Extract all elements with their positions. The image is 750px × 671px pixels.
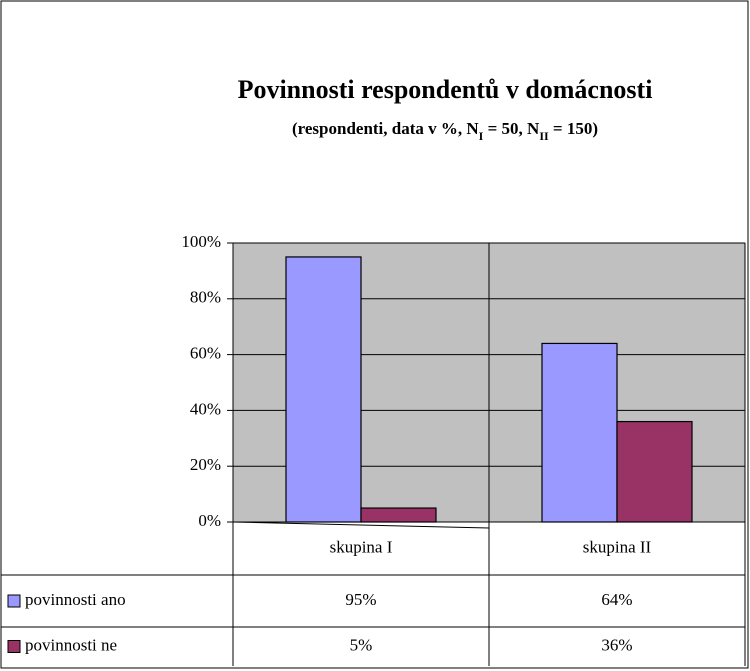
legend-swatch [7, 594, 21, 608]
subtitle-part: II [539, 129, 549, 143]
bar [285, 256, 362, 523]
y-tick-label: 20% [190, 455, 221, 474]
table-value: 5% [350, 635, 373, 654]
y-tick-label: 40% [190, 399, 221, 418]
legend-swatch [7, 640, 21, 653]
table-value: 64% [601, 590, 632, 609]
table-value: 36% [601, 635, 632, 654]
subtitle-part: = 150) [549, 119, 598, 138]
table-line [232, 521, 490, 529]
bar [541, 342, 618, 523]
table-value: 95% [345, 590, 376, 609]
y-tick-label: 100% [181, 232, 221, 251]
x-tick-label: skupina II [583, 537, 652, 556]
y-tick-label: 0% [198, 511, 221, 530]
x-tick-label: skupina I [330, 537, 393, 556]
legend-label: povinnosti ne [25, 635, 117, 654]
chart-title: Povinnosti respondentů v domácnosti [238, 75, 653, 104]
subtitle-part: (respondenti, data v %, N [292, 119, 479, 138]
subtitle-part: = 50, N [483, 119, 540, 138]
subtitle-part: I [479, 129, 484, 143]
bar [360, 507, 437, 523]
y-tick-label: 80% [190, 288, 221, 307]
bar [616, 420, 693, 523]
y-tick-label: 60% [190, 344, 221, 363]
legend-label: povinnosti ano [25, 590, 126, 609]
chart-subtitle: (respondenti, data v %, NI = 50, NII = 1… [292, 119, 598, 143]
